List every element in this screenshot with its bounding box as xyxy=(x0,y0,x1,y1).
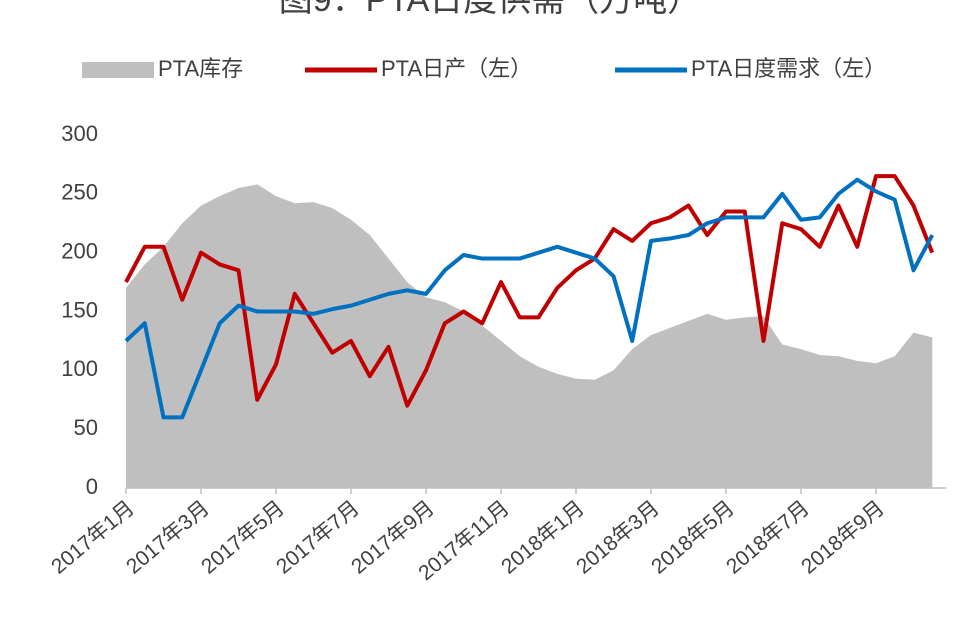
chart-title: 图9：PTA日度供需（万吨） xyxy=(279,0,702,19)
x-tick-label: 2018年3月 xyxy=(572,496,664,578)
x-tick-label: 2018年5月 xyxy=(647,496,739,578)
y-tick-label: 0 xyxy=(86,474,98,499)
y-tick-label: 300 xyxy=(61,121,98,146)
y-tick-label: 200 xyxy=(61,238,98,263)
area xyxy=(126,184,933,489)
x-tick-label: 2017年3月 xyxy=(122,496,214,578)
y-tick-label: 100 xyxy=(61,356,98,381)
x-tick-label: 2017年5月 xyxy=(197,496,289,578)
legend-swatch xyxy=(82,62,154,78)
line xyxy=(124,177,935,420)
y-tick-label: 150 xyxy=(61,297,98,322)
legend-label: PTA日度需求（左） xyxy=(691,56,886,81)
x-tick-label: 2017年7月 xyxy=(272,496,364,578)
legend-label: PTA日产（左） xyxy=(381,56,532,81)
y-tick-label: 50 xyxy=(74,415,98,440)
x-tick-label: 2018年1月 xyxy=(497,496,589,578)
x-tick-label: 2018年9月 xyxy=(797,496,889,578)
line xyxy=(124,174,935,408)
legend-label: PTA库存 xyxy=(158,56,243,81)
x-tick-label: 2018年7月 xyxy=(722,496,814,578)
y-tick-label: 250 xyxy=(61,180,98,205)
x-tick-label: 2017年1月 xyxy=(47,496,139,578)
